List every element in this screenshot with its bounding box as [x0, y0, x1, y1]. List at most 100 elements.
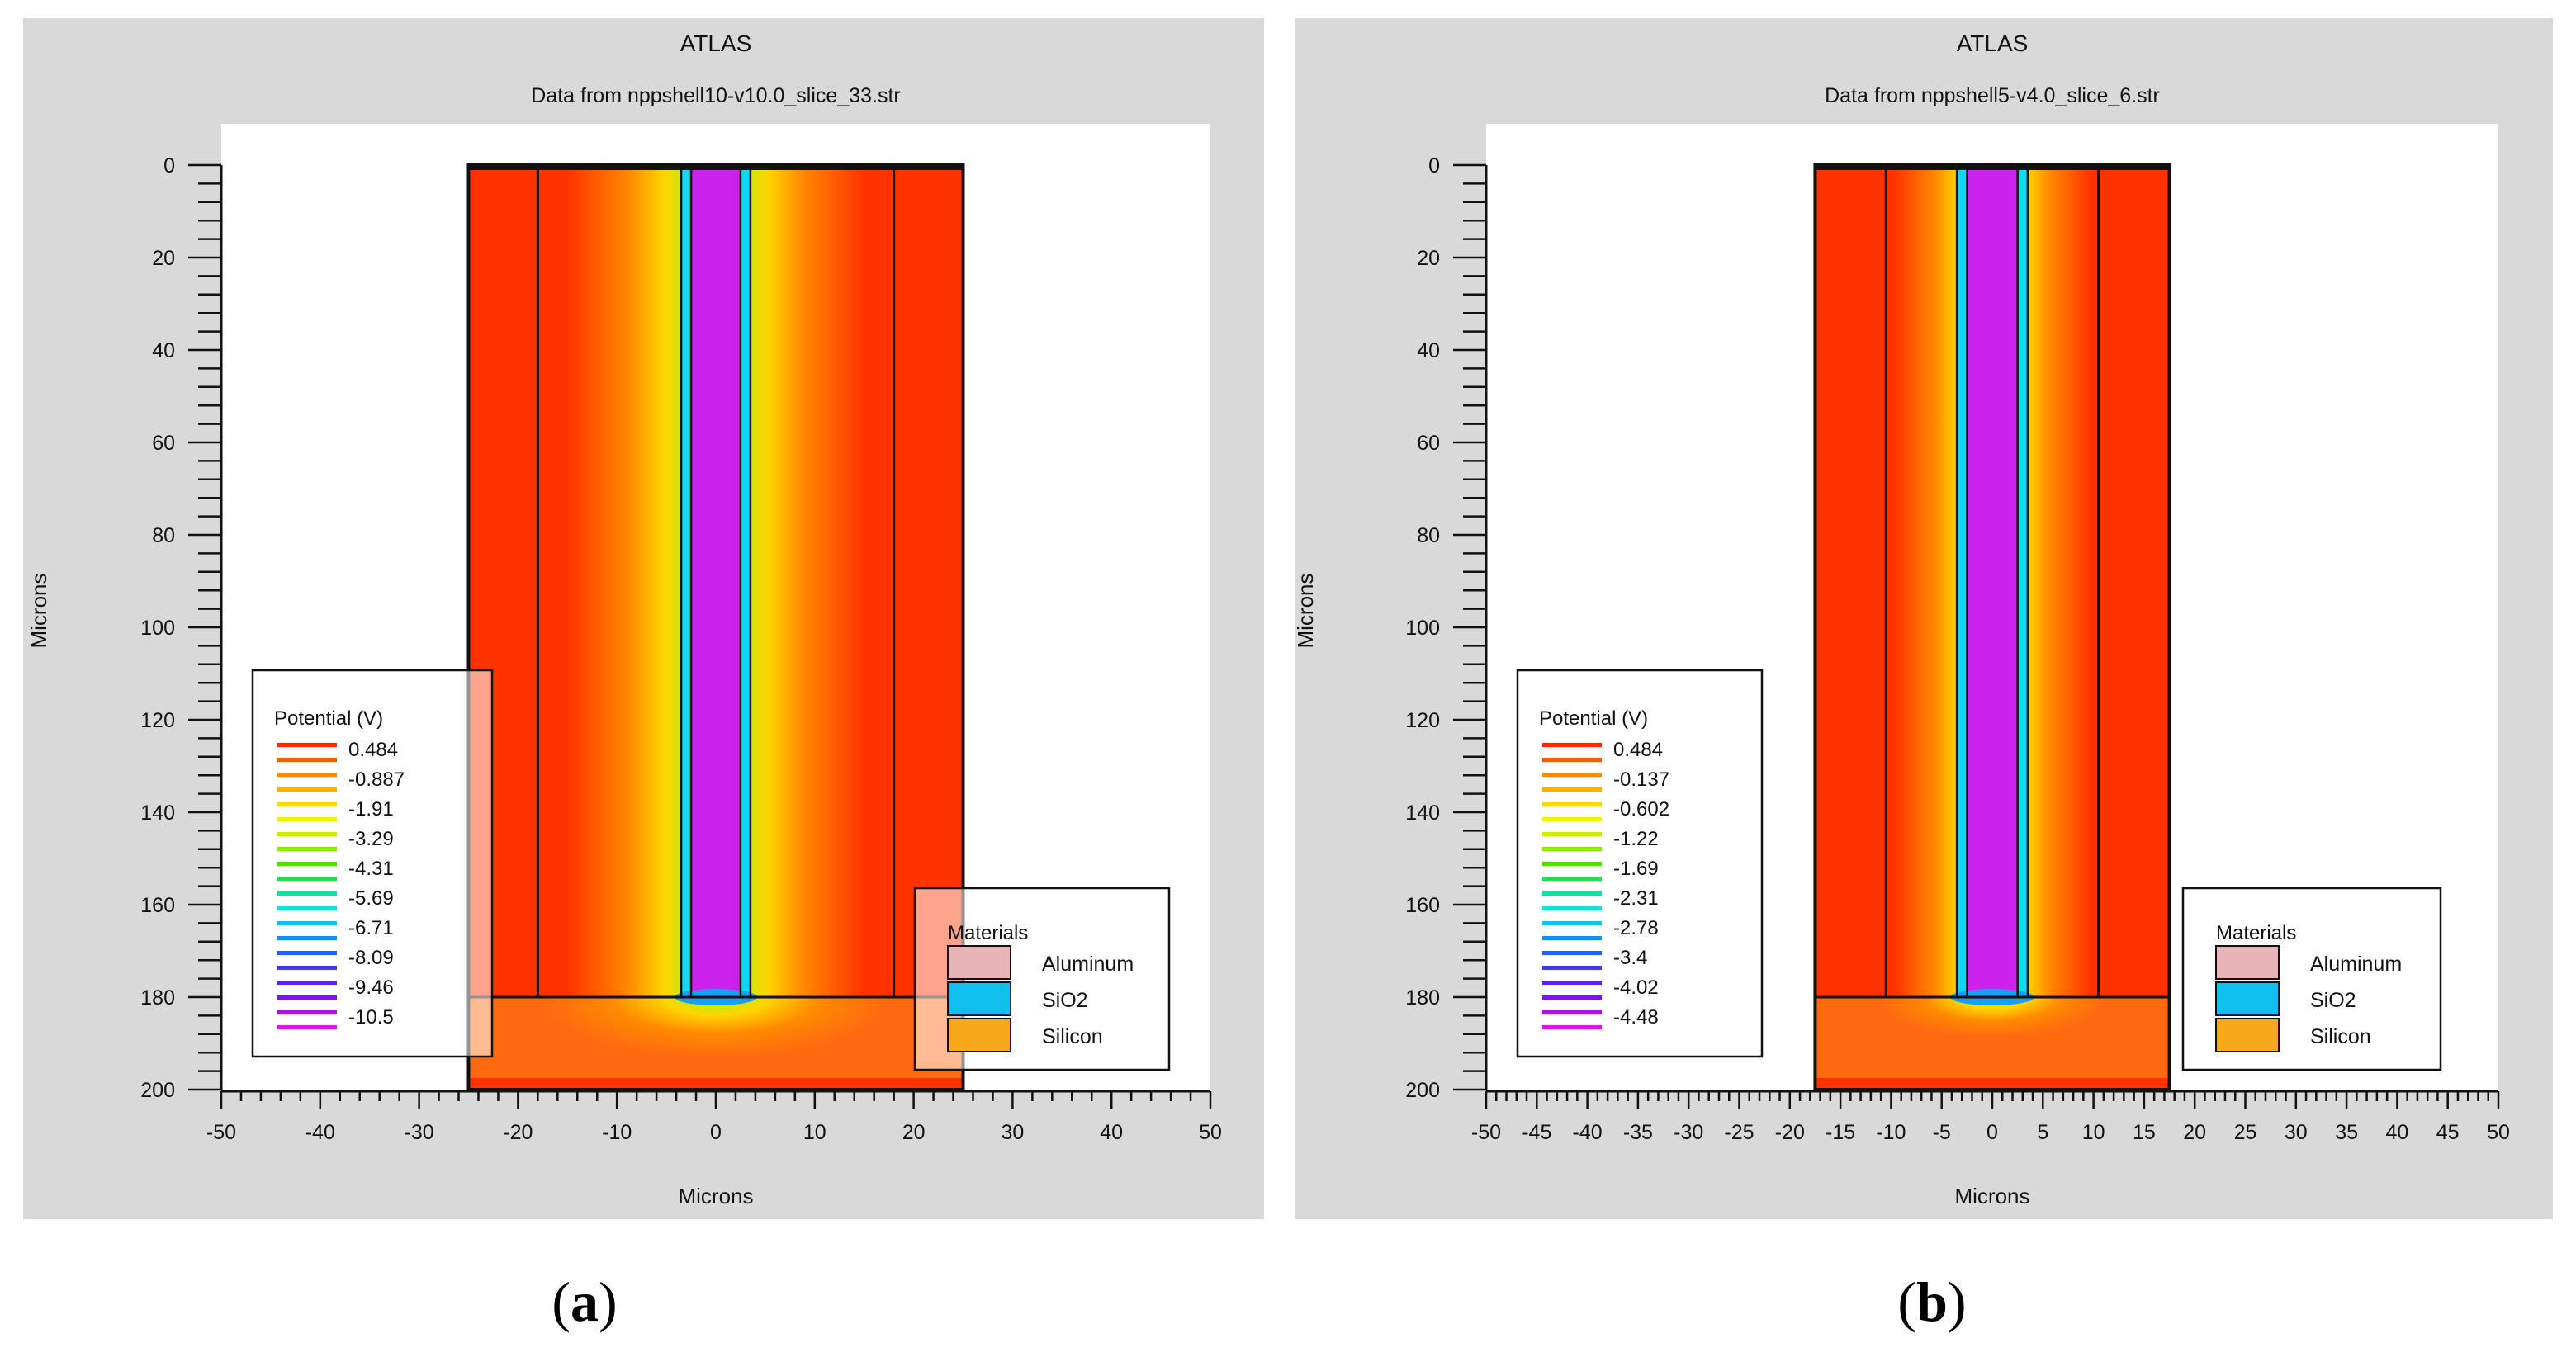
x-tick-label-a-50: 50	[1199, 1121, 1222, 1144]
material-label-b-1: SiO2	[2310, 989, 2356, 1012]
potential-legend-title-b: Potential (V)	[1539, 707, 1648, 730]
materials-legend-title-b: Materials	[2216, 922, 2296, 944]
potential-label-b-8: -4.02	[1613, 976, 1659, 999]
x-tick-label-b-25: 25	[2234, 1121, 2257, 1144]
potential-swatch-b-9	[1542, 877, 1602, 881]
x-tick-label-b-40: 40	[2385, 1121, 2408, 1144]
x-axis-label-a: Microns	[678, 1184, 753, 1208]
potential-label-b-2: -0.602	[1613, 798, 1669, 820]
x-tick-label-b-20: 20	[2183, 1121, 2206, 1144]
x-tick-label-b--45: -45	[1522, 1121, 1551, 1144]
potential-swatch-b-15	[1542, 966, 1602, 970]
potential-swatch-b-8	[1542, 862, 1602, 866]
caption-a: (a)	[552, 1270, 618, 1333]
y-tick-label-b-100: 100	[1405, 617, 1440, 640]
potential-swatch-b-18	[1542, 1010, 1602, 1014]
x-tick-label-b-50: 50	[2487, 1121, 2510, 1144]
potential-swatch-b-1	[1542, 758, 1602, 762]
potential-swatch-a-17	[277, 995, 337, 1000]
y-tick-label-a-120: 120	[140, 709, 175, 732]
potential-swatch-a-7	[277, 847, 337, 851]
y-tick-label-a-140: 140	[140, 801, 175, 825]
chart-subtitle-a: Data from nppshell10-v10.0_slice_33.str	[531, 84, 900, 107]
material-swatch-b-2	[2215, 1018, 2280, 1052]
substrate-bottom-contact-b	[1815, 1078, 2170, 1090]
y-tick-label-b-60: 60	[1417, 432, 1440, 455]
potential-swatch-b-14	[1542, 951, 1602, 955]
potential-swatch-a-12	[277, 921, 337, 925]
x-tick-label-b-45: 45	[2436, 1121, 2460, 1144]
potential-swatch-a-2	[277, 773, 337, 777]
potential-swatch-b-19	[1542, 1025, 1602, 1029]
potential-label-b-0: 0.484	[1613, 739, 1663, 761]
core-b	[1967, 165, 2018, 997]
y-tick-label-a-160: 160	[140, 894, 175, 917]
x-tick-label-a--50: -50	[206, 1121, 236, 1144]
x-tick-label-b--40: -40	[1573, 1121, 1603, 1144]
x-tick-label-b--30: -30	[1674, 1121, 1703, 1144]
potential-label-a-3: -3.29	[348, 828, 394, 850]
potential-swatch-b-10	[1542, 891, 1602, 896]
x-tick-label-b-30: 30	[2285, 1121, 2308, 1144]
substrate-field-a	[468, 997, 964, 1090]
y-tick-label-b-40: 40	[1417, 339, 1440, 362]
x-tick-label-a-10: 10	[803, 1121, 826, 1144]
x-tick-label-a-30: 30	[1001, 1121, 1024, 1144]
potential-swatch-a-6	[277, 832, 337, 836]
x-tick-label-b--10: -10	[1876, 1121, 1906, 1144]
y-tick-label-b-20: 20	[1417, 247, 1440, 270]
potential-swatch-b-3	[1542, 787, 1602, 792]
potential-swatch-a-11	[277, 906, 337, 910]
potential-label-b-9: -4.48	[1613, 1006, 1659, 1028]
y-tick-label-a-60: 60	[152, 432, 175, 455]
y-axis-label-a: Microns	[26, 573, 51, 648]
substrate-field-b	[1815, 997, 2170, 1090]
chart-title-a: ATLAS	[680, 31, 752, 56]
y-tick-label-b-120: 120	[1405, 709, 1440, 732]
y-tick-label-b-200: 200	[1405, 1079, 1440, 1102]
core-a	[691, 165, 741, 997]
potential-swatch-b-16	[1542, 981, 1602, 985]
panel-b: ATLAS Data from nppshell5-v4.0_slice_6.st…	[1293, 31, 2510, 1208]
y-tick-label-a-80: 80	[152, 524, 175, 547]
potential-swatch-b-11	[1542, 906, 1602, 910]
potential-swatch-b-13	[1542, 936, 1602, 940]
y-axis-label-b: Microns	[1293, 573, 1318, 648]
potential-label-a-7: -8.09	[348, 947, 394, 969]
chart-title-b: ATLAS	[1957, 31, 2029, 56]
y-tick-label-a-200: 200	[140, 1079, 175, 1102]
potential-label-b-6: -2.78	[1613, 917, 1659, 939]
x-tick-label-b-35: 35	[2335, 1121, 2358, 1144]
x-tick-label-a-0: 0	[710, 1121, 722, 1144]
potential-swatch-a-10	[277, 891, 337, 896]
potential-label-a-4: -4.31	[348, 858, 394, 880]
x-tick-label-a-40: 40	[1100, 1121, 1123, 1144]
potential-label-b-5: -2.31	[1613, 887, 1659, 910]
potential-swatch-a-18	[277, 1010, 337, 1014]
y-tick-label-a-100: 100	[140, 617, 175, 640]
potential-swatch-a-4	[277, 802, 337, 806]
x-tick-label-a--10: -10	[602, 1121, 632, 1144]
potential-swatch-a-9	[277, 877, 337, 881]
y-tick-label-a-180: 180	[140, 986, 175, 1009]
potential-swatch-b-17	[1542, 995, 1602, 1000]
y-tick-label-a-40: 40	[152, 339, 175, 362]
potential-swatch-b-6	[1542, 832, 1602, 836]
panel-a: ATLAS Data from nppshell10-v10.0_slice_33…	[26, 31, 1222, 1208]
x-tick-label-b--15: -15	[1825, 1121, 1855, 1144]
potential-label-a-0: 0.484	[348, 739, 398, 761]
potential-label-a-8: -9.46	[348, 976, 394, 999]
x-tick-label-a--40: -40	[305, 1121, 335, 1144]
material-label-a-1: SiO2	[1042, 989, 1088, 1012]
y-tick-label-a-0: 0	[163, 154, 175, 177]
x-tick-label-b--20: -20	[1775, 1121, 1805, 1144]
x-tick-label-b-5: 5	[2037, 1121, 2048, 1144]
x-tick-label-b--5: -5	[1933, 1121, 1951, 1144]
x-tick-label-b-0: 0	[1986, 1121, 1998, 1144]
y-tick-label-b-160: 160	[1405, 894, 1440, 917]
material-label-b-2: Silicon	[2310, 1025, 2371, 1048]
y-tick-label-b-180: 180	[1405, 986, 1440, 1009]
potential-label-a-1: -0.887	[348, 768, 405, 791]
x-tick-label-b--35: -35	[1623, 1121, 1653, 1144]
